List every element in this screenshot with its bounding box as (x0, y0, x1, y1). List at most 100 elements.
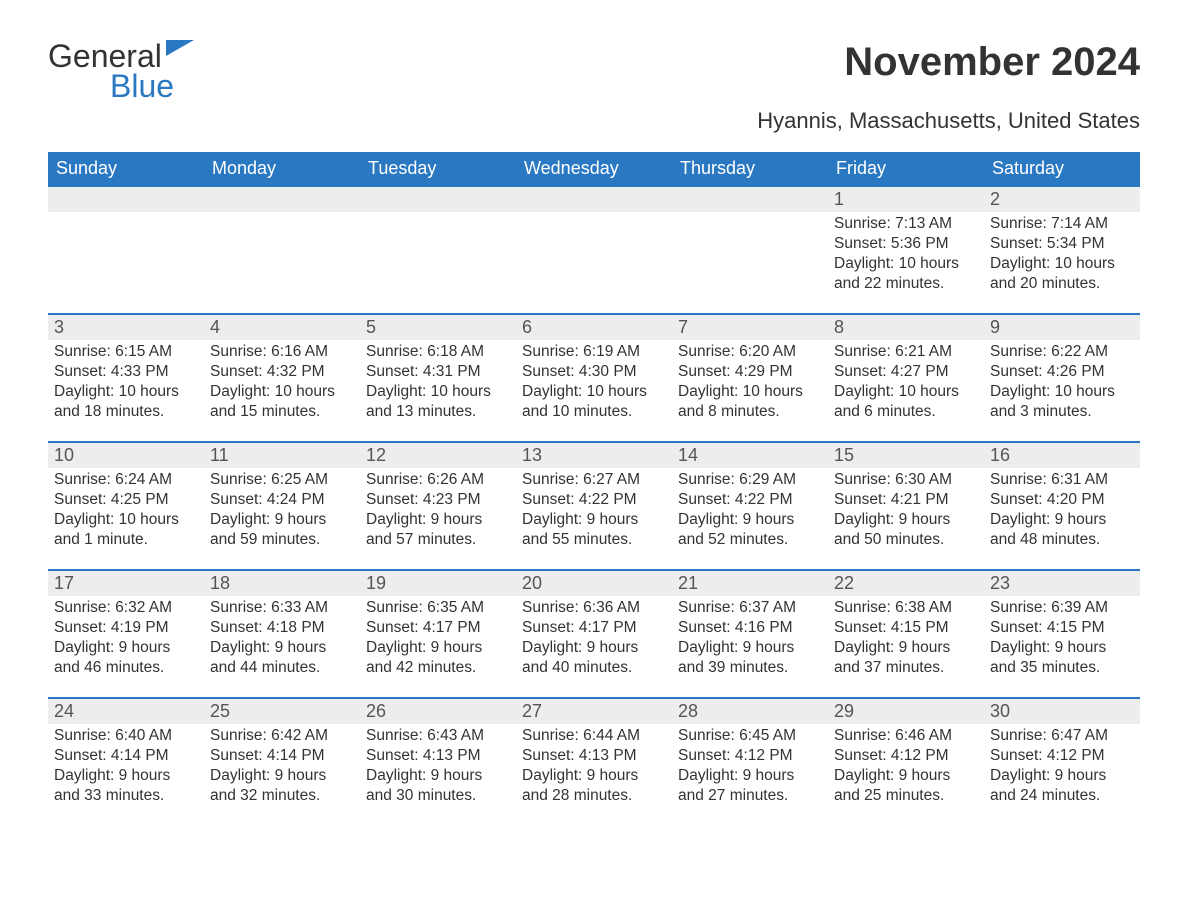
calendar-day-cell: 29Sunrise: 6:46 AMSunset: 4:12 PMDayligh… (828, 697, 984, 825)
calendar-day-cell: 4Sunrise: 6:16 AMSunset: 4:32 PMDaylight… (204, 313, 360, 441)
sunset-text: Sunset: 4:12 PM (834, 746, 978, 766)
day-number: 19 (360, 569, 516, 596)
calendar-day-cell (204, 185, 360, 313)
day-number: 20 (516, 569, 672, 596)
sunset-text: Sunset: 4:17 PM (522, 618, 666, 638)
day-body: Sunrise: 6:20 AMSunset: 4:29 PMDaylight:… (672, 340, 828, 429)
day-number: 24 (48, 697, 204, 724)
sunset-text: Sunset: 4:18 PM (210, 618, 354, 638)
calendar-day-cell (516, 185, 672, 313)
calendar-day-cell: 14Sunrise: 6:29 AMSunset: 4:22 PMDayligh… (672, 441, 828, 569)
sunrise-text: Sunrise: 6:32 AM (54, 598, 198, 618)
day-body: Sunrise: 6:27 AMSunset: 4:22 PMDaylight:… (516, 468, 672, 557)
sunrise-text: Sunrise: 6:30 AM (834, 470, 978, 490)
daylight-text: Daylight: 9 hours and 32 minutes. (210, 766, 354, 806)
day-body: Sunrise: 6:30 AMSunset: 4:21 PMDaylight:… (828, 468, 984, 557)
day-number (516, 185, 672, 212)
daylight-text: Daylight: 9 hours and 39 minutes. (678, 638, 822, 678)
sunrise-text: Sunrise: 6:45 AM (678, 726, 822, 746)
sunset-text: Sunset: 4:23 PM (366, 490, 510, 510)
weekday-header-row: Sunday Monday Tuesday Wednesday Thursday… (48, 152, 1140, 185)
calendar-day-cell: 13Sunrise: 6:27 AMSunset: 4:22 PMDayligh… (516, 441, 672, 569)
weekday-header: Wednesday (516, 152, 672, 185)
day-number: 7 (672, 313, 828, 340)
calendar-week-row: 24Sunrise: 6:40 AMSunset: 4:14 PMDayligh… (48, 697, 1140, 825)
daylight-text: Daylight: 10 hours and 1 minute. (54, 510, 198, 550)
sunrise-text: Sunrise: 6:42 AM (210, 726, 354, 746)
daylight-text: Daylight: 10 hours and 15 minutes. (210, 382, 354, 422)
daylight-text: Daylight: 9 hours and 33 minutes. (54, 766, 198, 806)
sunset-text: Sunset: 4:19 PM (54, 618, 198, 638)
day-number: 12 (360, 441, 516, 468)
sunrise-text: Sunrise: 6:21 AM (834, 342, 978, 362)
logo-triangle-icon (166, 40, 194, 56)
sunrise-text: Sunrise: 6:29 AM (678, 470, 822, 490)
day-number: 10 (48, 441, 204, 468)
day-number (360, 185, 516, 212)
weekday-header: Tuesday (360, 152, 516, 185)
daylight-text: Daylight: 9 hours and 25 minutes. (834, 766, 978, 806)
sunset-text: Sunset: 4:16 PM (678, 618, 822, 638)
day-body (48, 212, 204, 220)
daylight-text: Daylight: 10 hours and 20 minutes. (990, 254, 1134, 294)
day-number: 6 (516, 313, 672, 340)
sunset-text: Sunset: 4:22 PM (522, 490, 666, 510)
daylight-text: Daylight: 9 hours and 55 minutes. (522, 510, 666, 550)
calendar-day-cell: 19Sunrise: 6:35 AMSunset: 4:17 PMDayligh… (360, 569, 516, 697)
daylight-text: Daylight: 9 hours and 28 minutes. (522, 766, 666, 806)
day-body: Sunrise: 6:42 AMSunset: 4:14 PMDaylight:… (204, 724, 360, 813)
day-body (516, 212, 672, 220)
day-number: 11 (204, 441, 360, 468)
calendar-week-row: 17Sunrise: 6:32 AMSunset: 4:19 PM Dayligh… (48, 569, 1140, 697)
daylight-text: Daylight: 9 hours and 40 minutes. (522, 638, 666, 678)
weekday-header: Sunday (48, 152, 204, 185)
day-body: Sunrise: 6:29 AMSunset: 4:22 PMDaylight:… (672, 468, 828, 557)
calendar-day-cell: 21Sunrise: 6:37 AMSunset: 4:16 PMDayligh… (672, 569, 828, 697)
calendar-table: Sunday Monday Tuesday Wednesday Thursday… (48, 152, 1140, 825)
daylight-text: Daylight: 9 hours and 24 minutes. (990, 766, 1134, 806)
calendar-day-cell: 8Sunrise: 6:21 AMSunset: 4:27 PMDaylight… (828, 313, 984, 441)
sunset-text: Sunset: 4:25 PM (54, 490, 198, 510)
calendar-day-cell: 12Sunrise: 6:26 AMSunset: 4:23 PMDayligh… (360, 441, 516, 569)
logo-text-blue: Blue (110, 70, 174, 102)
calendar-day-cell: 3Sunrise: 6:15 AMSunset: 4:33 PMDaylight… (48, 313, 204, 441)
calendar-day-cell: 30Sunrise: 6:47 AMSunset: 4:12 PMDayligh… (984, 697, 1140, 825)
sunrise-text: Sunrise: 6:35 AM (366, 598, 510, 618)
day-number: 1 (828, 185, 984, 212)
daylight-text: Daylight: 9 hours and 42 minutes. (366, 638, 510, 678)
day-body: Sunrise: 6:31 AMSunset: 4:20 PMDaylight:… (984, 468, 1140, 557)
day-number: 15 (828, 441, 984, 468)
sunset-text: Sunset: 4:13 PM (522, 746, 666, 766)
sunset-text: Sunset: 5:36 PM (834, 234, 978, 254)
day-number: 17 (48, 569, 204, 596)
day-number: 29 (828, 697, 984, 724)
calendar-day-cell: 22Sunrise: 6:38 AMSunset: 4:15 PMDayligh… (828, 569, 984, 697)
calendar-day-cell: 2Sunrise: 7:14 AMSunset: 5:34 PMDaylight… (984, 185, 1140, 313)
sunset-text: Sunset: 4:14 PM (54, 746, 198, 766)
day-number (672, 185, 828, 212)
sunset-text: Sunset: 4:17 PM (366, 618, 510, 638)
day-number: 21 (672, 569, 828, 596)
day-body: Sunrise: 6:44 AMSunset: 4:13 PMDaylight:… (516, 724, 672, 813)
day-body: Sunrise: 6:25 AMSunset: 4:24 PMDaylight:… (204, 468, 360, 557)
day-body: Sunrise: 6:38 AMSunset: 4:15 PMDaylight:… (828, 596, 984, 685)
calendar-day-cell: 20Sunrise: 6:36 AMSunset: 4:17 PMDayligh… (516, 569, 672, 697)
daylight-text: Daylight: 10 hours and 8 minutes. (678, 382, 822, 422)
sunrise-text: Sunrise: 6:36 AM (522, 598, 666, 618)
calendar-day-cell: 26Sunrise: 6:43 AMSunset: 4:13 PMDayligh… (360, 697, 516, 825)
day-body: Sunrise: 6:33 AMSunset: 4:18 PMDaylight:… (204, 596, 360, 685)
daylight-text: Daylight: 10 hours and 3 minutes. (990, 382, 1134, 422)
day-number (48, 185, 204, 212)
sunset-text: Sunset: 4:14 PM (210, 746, 354, 766)
sunrise-text: Sunrise: 6:18 AM (366, 342, 510, 362)
sunrise-text: Sunrise: 6:15 AM (54, 342, 198, 362)
day-body: Sunrise: 7:14 AMSunset: 5:34 PMDaylight:… (984, 212, 1140, 301)
day-body: Sunrise: 6:26 AMSunset: 4:23 PMDaylight:… (360, 468, 516, 557)
daylight-text: Daylight: 9 hours and 59 minutes. (210, 510, 354, 550)
sunrise-text: Sunrise: 6:19 AM (522, 342, 666, 362)
day-body: Sunrise: 6:22 AMSunset: 4:26 PMDaylight:… (984, 340, 1140, 429)
day-number: 8 (828, 313, 984, 340)
calendar-day-cell (48, 185, 204, 313)
daylight-text: Daylight: 10 hours and 10 minutes. (522, 382, 666, 422)
sunset-text: Sunset: 4:15 PM (834, 618, 978, 638)
